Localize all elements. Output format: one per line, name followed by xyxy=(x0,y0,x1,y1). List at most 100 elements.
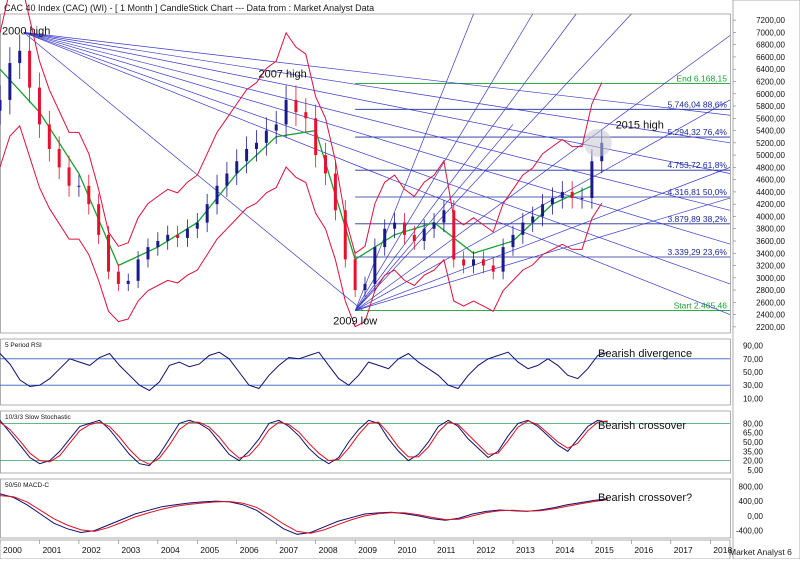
stochastic-y-tick-label: 65,00 xyxy=(743,429,764,438)
annotation-label: 2007 high xyxy=(258,68,306,80)
price-y-tick-label: 3200,00 xyxy=(756,262,785,271)
price-y-tick-label: 4200,00 xyxy=(756,200,785,209)
rsi-y-tick-label: 10,00 xyxy=(743,394,764,403)
price-y-tick-label: 6800,00 xyxy=(756,41,785,50)
candle-body xyxy=(185,228,189,238)
stochastic-series-line xyxy=(0,420,608,465)
candle-body xyxy=(393,222,397,229)
panel-frame-macd xyxy=(0,478,731,539)
candle-body xyxy=(146,247,150,260)
panel-frame-rsi xyxy=(0,338,731,406)
fan-line-2000 xyxy=(23,32,731,144)
candle-body xyxy=(28,50,32,88)
candle-body xyxy=(422,228,426,241)
x-axis-tick-label: 2006 xyxy=(240,545,259,555)
candle-body xyxy=(560,191,564,199)
price-y-tick-label: 4000,00 xyxy=(756,212,785,221)
price-y-tick-label: 3600,00 xyxy=(756,237,785,246)
candle-body xyxy=(531,216,535,223)
candle-body xyxy=(373,247,377,284)
price-y-tick-label: 2200,00 xyxy=(756,323,785,332)
macd-y-tick-label: 400,00 xyxy=(739,497,764,506)
price-y-tick-label: 6600,00 xyxy=(756,53,785,62)
rsi-y-tick-label: 70,00 xyxy=(743,355,764,364)
price-y-tick-label: 6400,00 xyxy=(756,65,785,74)
candle-body xyxy=(432,222,436,229)
candle-body xyxy=(77,185,81,187)
macd-y-tick-label: -400,00 xyxy=(736,527,764,536)
candle-body xyxy=(176,234,180,238)
fan-line-2000 xyxy=(23,32,731,245)
candle-body xyxy=(491,265,495,272)
macd-y-tick-label: 0,00 xyxy=(747,512,763,521)
candle-body xyxy=(363,283,367,291)
fib-level-label: 3.879,89 38,2% xyxy=(667,214,727,224)
candle-body xyxy=(521,222,525,235)
macd-title: 50/50 MACD-C xyxy=(5,482,49,489)
x-axis-tick-label: 2011 xyxy=(437,545,456,555)
x-axis-tick-label: 2010 xyxy=(398,545,417,555)
candle-body xyxy=(0,99,2,111)
candle-body xyxy=(284,99,288,125)
candle-body xyxy=(324,155,328,174)
candle-body xyxy=(18,50,22,64)
stochastic-y-tick-label: 80,00 xyxy=(743,419,764,428)
fib-level-label: 3.339,29 23,6% xyxy=(667,247,727,257)
candle-body xyxy=(590,161,594,199)
macd-series-line xyxy=(0,495,608,534)
x-axis-tick-label: 2007 xyxy=(279,545,298,555)
candle-body xyxy=(166,234,170,241)
candle-body xyxy=(580,198,584,200)
fan-line-2000 xyxy=(23,32,731,211)
fan-line-2009 xyxy=(355,167,731,311)
rsi-y-tick-label: 30,00 xyxy=(743,381,764,390)
candle-body xyxy=(314,118,318,156)
fib-level-label: 4.316,81 50,0% xyxy=(667,187,727,197)
candle-body xyxy=(156,240,160,248)
fan-line-2000 xyxy=(23,32,731,285)
candle-body xyxy=(472,259,476,266)
price-y-tick-label: 2800,00 xyxy=(756,286,785,295)
chart-title: CAC 40 Index (CAC) (WI) - [ 1 Month ] Ca… xyxy=(4,3,374,13)
brand-label: Market Analyst 6 xyxy=(729,547,792,557)
annotation-label: 2009 low xyxy=(333,316,377,328)
candle-body xyxy=(245,148,249,162)
bollinger-upper xyxy=(0,0,603,255)
x-axis-tick-label: 2009 xyxy=(358,545,377,555)
stochastic-y-tick-label: 20,00 xyxy=(743,457,764,466)
fib-level-label: 5.746,04 88,6% xyxy=(667,99,727,109)
fan-line-2000 xyxy=(23,32,731,315)
candle-body xyxy=(225,173,229,186)
stochastic-y-tick-label: 5,00 xyxy=(747,466,763,475)
candle-body xyxy=(136,259,140,281)
x-axis-tick-label: 2003 xyxy=(121,545,140,555)
x-axis-tick-label: 2013 xyxy=(516,545,535,555)
candle-body xyxy=(333,173,337,211)
price-y-tick-label: 2600,00 xyxy=(756,298,785,307)
price-y-tick-label: 3800,00 xyxy=(756,225,785,234)
annotation-label: 2000 high xyxy=(2,25,50,37)
candle-body xyxy=(87,185,91,205)
x-axis-tick-label: 2001 xyxy=(42,545,61,555)
annotation-label: 2015 high xyxy=(616,120,664,132)
candle-body xyxy=(501,247,505,272)
bollinger-lower xyxy=(0,124,603,328)
rsi-y-tick-label: 50,00 xyxy=(743,368,764,377)
candle-body xyxy=(541,204,545,217)
candle-body xyxy=(294,99,298,113)
candle-body xyxy=(126,280,130,284)
candle-body xyxy=(511,234,515,248)
fan-line-2009 xyxy=(354,13,632,311)
price-y-tick-label: 6000,00 xyxy=(756,90,785,99)
fan-line-2000 xyxy=(23,32,364,311)
candle-body xyxy=(57,148,61,168)
price-y-tick-label: 2400,00 xyxy=(756,311,785,320)
macd-annotation: Bearish crossover? xyxy=(598,492,692,504)
x-axis-tick-label: 2014 xyxy=(555,545,574,555)
x-axis-tick-label: 2002 xyxy=(82,545,101,555)
candle-body xyxy=(67,167,71,186)
price-y-tick-label: 7200,00 xyxy=(756,16,785,25)
candle-body xyxy=(254,142,258,149)
rsi-y-tick-label: 90,00 xyxy=(743,342,764,351)
